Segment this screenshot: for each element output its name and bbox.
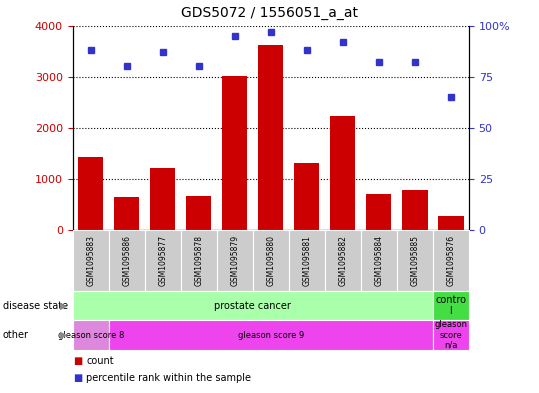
Text: gleason score 8: gleason score 8 <box>58 331 124 340</box>
Bar <box>73 230 109 291</box>
Text: GDS5072 / 1556051_a_at: GDS5072 / 1556051_a_at <box>181 6 358 20</box>
Text: GSM1095879: GSM1095879 <box>230 235 239 286</box>
Text: GSM1095884: GSM1095884 <box>375 235 383 286</box>
Text: GSM1095880: GSM1095880 <box>266 235 275 286</box>
Bar <box>397 230 433 291</box>
Bar <box>330 116 356 230</box>
Bar <box>289 230 325 291</box>
Text: ■: ■ <box>73 356 82 366</box>
Bar <box>402 190 427 230</box>
Text: gleason
score
n/a: gleason score n/a <box>434 320 467 350</box>
Bar <box>433 291 469 320</box>
Bar <box>114 196 140 230</box>
Bar <box>73 320 109 350</box>
Bar <box>222 75 247 230</box>
Bar <box>253 230 289 291</box>
Text: GSM1095886: GSM1095886 <box>122 235 132 286</box>
Text: count: count <box>86 356 114 366</box>
Text: contro
l: contro l <box>436 295 466 316</box>
Bar <box>325 230 361 291</box>
Bar <box>294 163 320 230</box>
Bar <box>438 216 464 230</box>
Text: ▶: ▶ <box>60 301 67 310</box>
Bar <box>78 157 103 230</box>
Bar <box>367 194 391 230</box>
Bar <box>150 168 175 230</box>
Bar <box>181 230 217 291</box>
Bar <box>145 230 181 291</box>
Bar <box>433 230 469 291</box>
Bar <box>186 196 211 230</box>
Text: GSM1095876: GSM1095876 <box>446 235 455 286</box>
Text: prostate cancer: prostate cancer <box>215 301 291 310</box>
Text: ■: ■ <box>73 373 82 383</box>
Bar <box>433 320 469 350</box>
Text: other: other <box>3 330 29 340</box>
Text: GSM1095881: GSM1095881 <box>302 235 312 286</box>
Bar <box>217 230 253 291</box>
Text: GSM1095877: GSM1095877 <box>158 235 167 286</box>
Text: percentile rank within the sample: percentile rank within the sample <box>86 373 251 383</box>
Bar <box>361 230 397 291</box>
Text: ▶: ▶ <box>60 330 67 340</box>
Text: GSM1095882: GSM1095882 <box>338 235 347 286</box>
Bar <box>109 320 433 350</box>
Bar <box>258 45 284 230</box>
Text: GSM1095885: GSM1095885 <box>410 235 419 286</box>
Text: GSM1095878: GSM1095878 <box>195 235 203 286</box>
Text: gleason score 9: gleason score 9 <box>238 331 304 340</box>
Text: GSM1095883: GSM1095883 <box>86 235 95 286</box>
Bar <box>109 230 145 291</box>
Text: disease state: disease state <box>3 301 68 310</box>
